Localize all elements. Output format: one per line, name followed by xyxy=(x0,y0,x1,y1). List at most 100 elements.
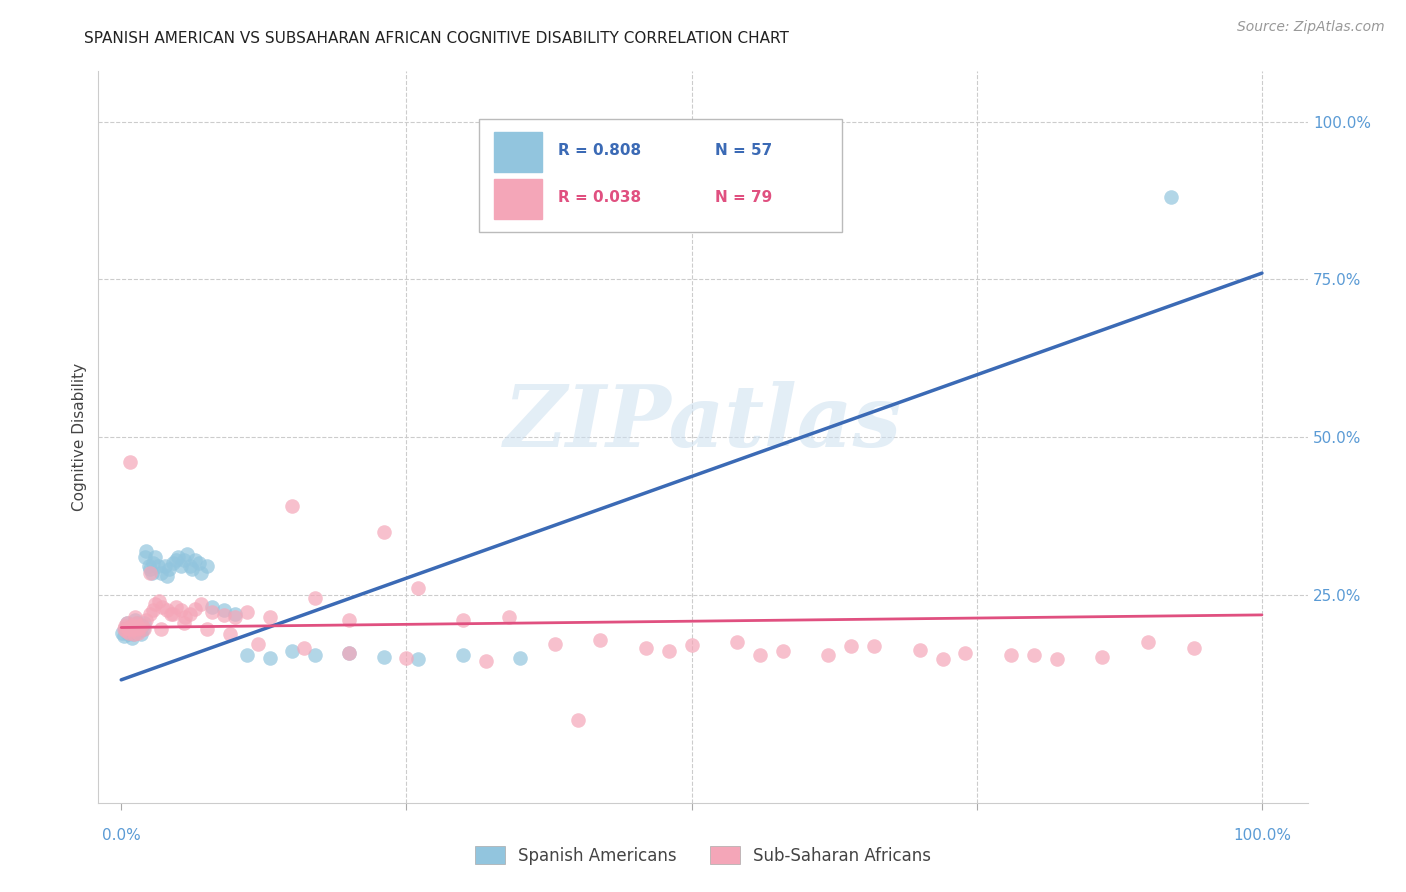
Point xyxy=(589,633,612,648)
Point xyxy=(165,553,187,567)
Point xyxy=(124,619,146,633)
Point xyxy=(337,646,360,660)
Point xyxy=(817,648,839,662)
Point xyxy=(235,606,257,620)
Point xyxy=(114,624,136,639)
Point xyxy=(212,603,235,617)
Point xyxy=(132,616,155,631)
Point xyxy=(128,624,150,639)
Point xyxy=(181,562,204,576)
Point xyxy=(142,556,165,570)
Point xyxy=(1091,649,1114,664)
Point xyxy=(173,616,195,631)
Legend: Spanish Americans, Sub-Saharan Africans: Spanish Americans, Sub-Saharan Africans xyxy=(468,839,938,871)
Point xyxy=(165,600,187,615)
Point xyxy=(475,654,498,668)
Point xyxy=(111,625,134,640)
FancyBboxPatch shape xyxy=(479,119,842,232)
Point xyxy=(156,603,179,617)
Point xyxy=(124,609,146,624)
Point xyxy=(117,620,139,634)
Point xyxy=(169,559,191,574)
Point xyxy=(114,619,136,633)
Point xyxy=(157,562,180,576)
Point xyxy=(201,600,224,615)
Point xyxy=(124,613,146,627)
Text: N = 79: N = 79 xyxy=(716,190,772,204)
Point xyxy=(567,713,589,727)
Point xyxy=(184,601,207,615)
Point xyxy=(544,637,567,651)
Point xyxy=(148,594,170,608)
Point xyxy=(153,559,176,574)
Point xyxy=(195,623,218,637)
Point xyxy=(131,619,153,633)
Point xyxy=(125,623,148,637)
Point xyxy=(112,629,135,643)
Point xyxy=(115,616,138,631)
Point xyxy=(117,627,139,641)
Point xyxy=(120,624,142,638)
Point xyxy=(179,607,201,621)
Point xyxy=(190,597,212,611)
Point xyxy=(190,566,212,580)
Point xyxy=(139,607,162,621)
Point xyxy=(121,631,143,645)
Point xyxy=(373,649,395,664)
Point xyxy=(406,652,429,666)
Point xyxy=(212,607,235,622)
Point xyxy=(235,648,257,662)
Point xyxy=(725,635,748,649)
Point xyxy=(145,549,167,564)
Point xyxy=(453,648,475,662)
Point xyxy=(156,569,179,583)
Point xyxy=(247,637,270,651)
Point xyxy=(1000,648,1022,662)
Point xyxy=(395,650,418,665)
Point xyxy=(132,623,155,637)
Point xyxy=(224,609,246,624)
Point xyxy=(150,600,173,615)
Point xyxy=(772,644,794,658)
Point xyxy=(259,609,281,624)
Point xyxy=(122,619,145,633)
Point xyxy=(281,500,304,514)
Point xyxy=(150,623,173,637)
Point xyxy=(1046,652,1069,666)
Point xyxy=(145,597,167,611)
Point xyxy=(169,603,191,617)
Point xyxy=(337,646,360,660)
Point xyxy=(179,559,201,574)
Point xyxy=(162,556,184,570)
Point xyxy=(135,543,157,558)
Point xyxy=(634,641,657,656)
Point xyxy=(112,623,135,637)
Point xyxy=(195,559,218,574)
Point xyxy=(184,553,207,567)
Point xyxy=(120,455,142,469)
Point xyxy=(146,559,169,574)
Point xyxy=(118,625,141,640)
Point xyxy=(749,648,772,662)
Point xyxy=(121,623,143,637)
Point xyxy=(167,549,190,564)
Point xyxy=(406,582,429,596)
FancyBboxPatch shape xyxy=(494,179,543,219)
Point xyxy=(304,648,326,662)
Point xyxy=(259,650,281,665)
Point xyxy=(292,641,315,656)
Point xyxy=(373,524,395,539)
Point xyxy=(127,625,149,640)
Point xyxy=(141,566,163,580)
Point xyxy=(281,644,304,658)
Point xyxy=(304,591,326,605)
Point xyxy=(114,624,136,639)
Point xyxy=(142,603,165,617)
Point xyxy=(131,618,153,632)
Point xyxy=(122,627,145,641)
Point xyxy=(127,616,149,631)
Point xyxy=(125,616,148,631)
Point xyxy=(681,638,703,652)
Point xyxy=(127,620,149,634)
Point xyxy=(135,613,157,627)
